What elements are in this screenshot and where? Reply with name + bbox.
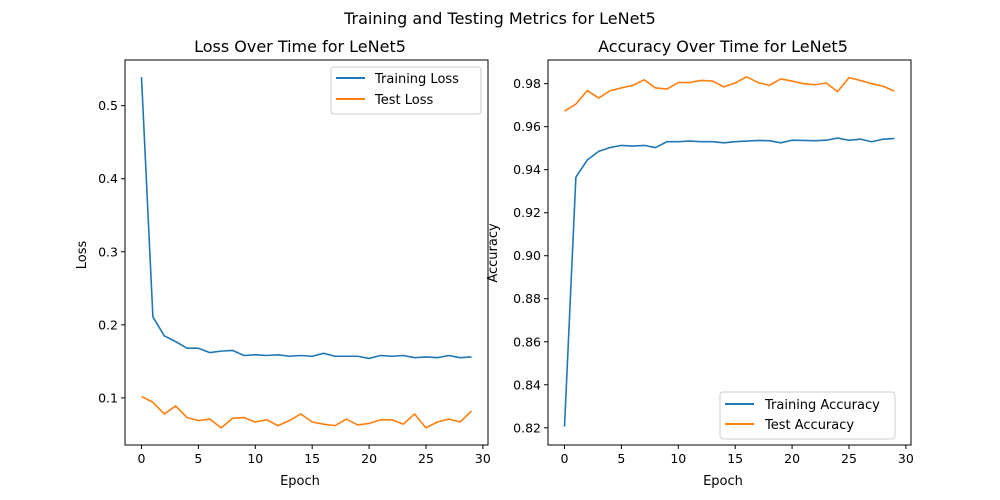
series-line-test-accuracy bbox=[564, 75, 895, 112]
accuracy-chart-ylabel: Accuracy bbox=[486, 223, 501, 283]
loss-chart-axes-frame bbox=[124, 59, 489, 446]
legend-label-training-accuracy: Training Accuracy bbox=[764, 398, 880, 413]
accuracy-y-tick-label: 0.84 bbox=[513, 377, 541, 392]
accuracy-y-tick-label: 0.92 bbox=[513, 205, 541, 220]
loss-x-tick-label: 10 bbox=[247, 451, 263, 466]
loss-y-tick-label: 0.2 bbox=[98, 317, 118, 332]
accuracy-x-tick-label: 5 bbox=[617, 451, 625, 466]
loss-y-tick-label: 0.4 bbox=[98, 171, 118, 186]
figure-title: Training and Testing Metrics for LeNet5 bbox=[343, 9, 656, 28]
loss-x-tick-label: 15 bbox=[304, 451, 320, 466]
accuracy-chart-legend: Training Accuracy Test Accuracy bbox=[719, 391, 896, 440]
accuracy-chart-title: Accuracy Over Time for LeNet5 bbox=[598, 37, 848, 56]
accuracy-y-tick-label: 0.98 bbox=[513, 76, 541, 91]
loss-chart-legend: Training Loss Test Loss bbox=[330, 66, 482, 115]
loss-chart-lines bbox=[140, 77, 473, 429]
accuracy-y-tick-label: 0.90 bbox=[513, 248, 541, 263]
accuracy-chart-lines bbox=[563, 75, 895, 427]
loss-y-tick-label: 0.1 bbox=[98, 390, 118, 405]
accuracy-chart-axes-frame bbox=[547, 59, 912, 446]
accuracy-x-tick-label: 20 bbox=[784, 451, 800, 466]
accuracy-x-tick-label: 10 bbox=[670, 451, 686, 466]
accuracy-x-tick-label: 30 bbox=[898, 451, 914, 466]
accuracy-chart-xlabel: Epoch bbox=[703, 474, 743, 489]
accuracy-y-tick-label: 0.88 bbox=[513, 291, 541, 306]
loss-chart-xlabel: Epoch bbox=[280, 474, 320, 489]
accuracy-chart: Accuracy Over Time for LeNet5 Epoch Accu… bbox=[486, 37, 914, 489]
loss-x-tick-label: 30 bbox=[475, 451, 491, 466]
series-line-test-loss bbox=[141, 395, 473, 429]
legend-label-test-accuracy: Test Accuracy bbox=[764, 418, 854, 433]
accuracy-legend-box bbox=[719, 391, 896, 440]
legend-label-test-loss: Test Loss bbox=[374, 93, 433, 108]
loss-chart-ticks: 0 5 10 15 20 25 30 0.1 0.2 0.3 0.4 0.5 bbox=[98, 98, 491, 466]
accuracy-y-tick-label: 0.86 bbox=[513, 334, 541, 349]
loss-legend-box bbox=[330, 66, 482, 115]
loss-chart-title: Loss Over Time for LeNet5 bbox=[194, 37, 406, 56]
loss-chart-ylabel: Loss bbox=[75, 241, 90, 270]
legend-label-training-loss: Training Loss bbox=[374, 72, 459, 87]
accuracy-y-tick-label: 0.94 bbox=[513, 162, 541, 177]
loss-x-tick-label: 20 bbox=[361, 451, 377, 466]
accuracy-x-tick-label: 15 bbox=[727, 451, 743, 466]
series-line-training-accuracy bbox=[563, 137, 895, 427]
accuracy-y-tick-label: 0.96 bbox=[513, 119, 541, 134]
loss-x-tick-label: 5 bbox=[194, 451, 202, 466]
accuracy-chart-ticks: 0 5 10 15 20 25 30 0.82 0.84 0.86 0.88 0.90 0.92 0.94… bbox=[513, 76, 914, 466]
loss-y-tick-label: 0.5 bbox=[98, 98, 118, 113]
series-line-training-loss bbox=[140, 77, 472, 360]
loss-x-tick-label: 25 bbox=[418, 451, 434, 466]
accuracy-x-tick-label: 0 bbox=[561, 451, 569, 466]
loss-x-tick-label: 0 bbox=[138, 451, 146, 466]
accuracy-x-tick-label: 25 bbox=[841, 451, 857, 466]
loss-y-tick-label: 0.3 bbox=[98, 244, 118, 259]
loss-chart: Loss Over Time for LeNet5 Epoch Loss 0 5 1… bbox=[75, 37, 491, 489]
accuracy-y-tick-label: 0.82 bbox=[513, 420, 541, 435]
